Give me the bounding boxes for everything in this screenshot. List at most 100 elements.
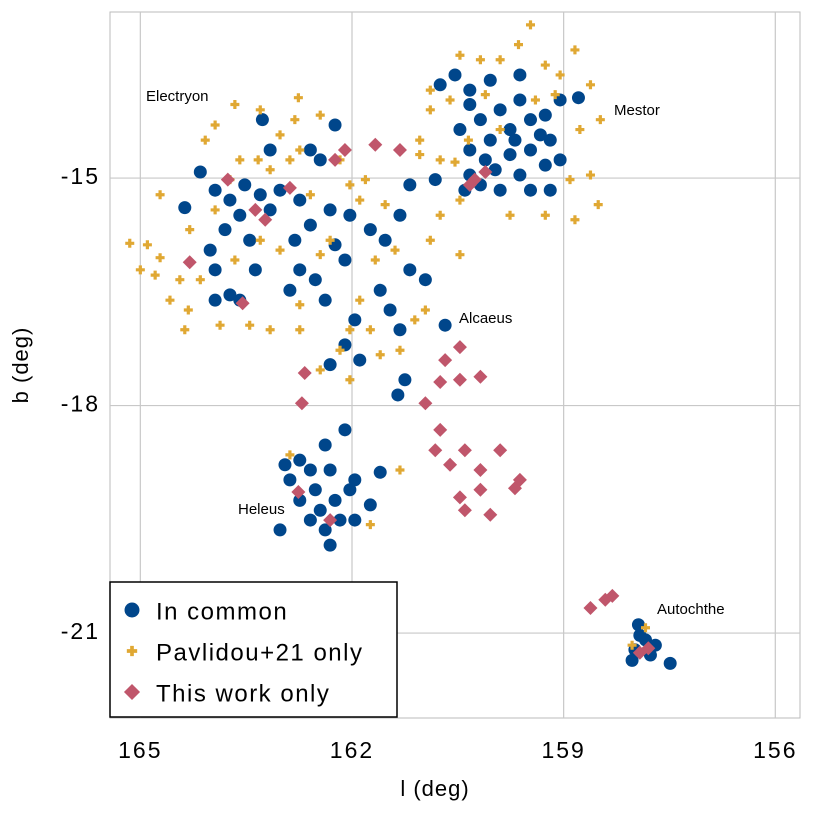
point xyxy=(208,263,222,277)
point xyxy=(455,250,465,260)
y-axis-label: b (deg) xyxy=(8,327,33,404)
point xyxy=(523,113,537,127)
point xyxy=(315,110,325,120)
point xyxy=(338,423,352,437)
point xyxy=(223,288,237,302)
point xyxy=(275,130,285,140)
point xyxy=(435,155,445,165)
point xyxy=(182,255,197,270)
point xyxy=(303,513,317,527)
point xyxy=(295,325,305,335)
point xyxy=(448,68,462,82)
point xyxy=(380,200,390,210)
point xyxy=(360,175,370,185)
point xyxy=(208,293,222,307)
point xyxy=(443,457,458,472)
point xyxy=(503,123,517,137)
point xyxy=(585,170,595,180)
point xyxy=(275,245,285,255)
point xyxy=(495,125,505,135)
point xyxy=(373,283,387,297)
point xyxy=(233,208,247,222)
point xyxy=(318,293,332,307)
x-axis-label: l (deg) xyxy=(400,776,469,801)
point xyxy=(523,183,537,197)
point xyxy=(452,490,467,505)
point xyxy=(155,253,165,263)
point xyxy=(183,305,193,315)
point xyxy=(125,238,135,248)
y-tick-label: -21 xyxy=(61,618,100,644)
point xyxy=(230,100,240,110)
annotation: Mestor xyxy=(614,102,660,119)
point xyxy=(368,137,383,152)
point xyxy=(200,135,210,145)
point xyxy=(463,143,477,157)
point xyxy=(323,203,337,217)
point xyxy=(295,145,305,155)
point xyxy=(185,225,195,235)
point xyxy=(433,375,448,390)
point xyxy=(452,340,467,355)
point xyxy=(180,325,190,335)
point xyxy=(543,183,557,197)
point xyxy=(483,73,497,87)
point xyxy=(255,235,265,245)
point xyxy=(248,263,262,277)
point xyxy=(253,155,263,165)
point xyxy=(450,157,460,167)
point xyxy=(313,153,327,167)
point xyxy=(513,68,527,82)
x-tick-label: 165 xyxy=(118,737,162,763)
point xyxy=(595,115,605,125)
point xyxy=(445,95,455,105)
point xyxy=(488,163,502,177)
point xyxy=(345,325,355,335)
y-tick-label: -15 xyxy=(61,163,100,189)
point xyxy=(493,443,508,458)
point xyxy=(420,305,430,315)
point xyxy=(473,463,488,478)
point xyxy=(303,218,317,232)
point xyxy=(433,78,447,92)
point xyxy=(195,275,205,285)
point xyxy=(355,195,365,205)
point xyxy=(315,365,325,375)
point xyxy=(263,203,277,217)
point xyxy=(253,188,267,202)
point xyxy=(288,233,302,247)
point xyxy=(473,113,487,127)
point xyxy=(328,493,342,507)
point xyxy=(210,120,220,130)
point xyxy=(550,90,560,100)
point xyxy=(215,320,225,330)
point xyxy=(571,91,585,105)
annotation: Electryon xyxy=(146,88,209,105)
point xyxy=(325,235,335,245)
point xyxy=(243,233,257,247)
point xyxy=(605,588,620,603)
point xyxy=(530,95,540,105)
point xyxy=(513,93,527,107)
point xyxy=(633,628,647,642)
point xyxy=(210,205,220,215)
point xyxy=(493,103,507,117)
point xyxy=(483,507,498,522)
point xyxy=(263,143,277,157)
y-tick-label: -18 xyxy=(61,391,100,417)
point xyxy=(425,85,435,95)
point xyxy=(315,250,325,260)
point xyxy=(538,158,552,172)
legend-marker xyxy=(126,645,138,657)
point xyxy=(265,165,275,175)
point xyxy=(293,93,303,103)
point xyxy=(463,135,473,145)
point xyxy=(403,263,417,277)
point xyxy=(291,485,306,500)
point xyxy=(455,195,465,205)
point xyxy=(378,233,392,247)
point xyxy=(383,303,397,317)
point xyxy=(627,640,637,650)
point xyxy=(428,443,443,458)
